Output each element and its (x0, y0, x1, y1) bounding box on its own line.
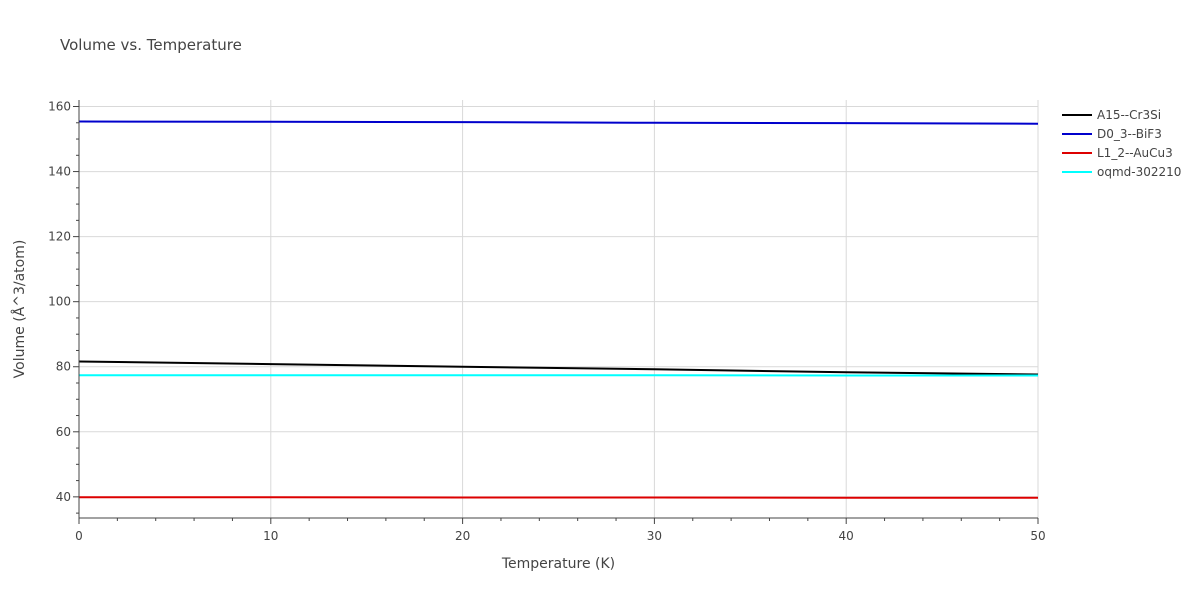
x-tick-label: 40 (839, 529, 854, 543)
legend-item[interactable]: L1_2--AuCu3 (1062, 146, 1173, 160)
y-tick-label: 160 (48, 100, 71, 114)
legend-label: A15--Cr3Si (1097, 108, 1161, 122)
x-tick-label: 50 (1030, 529, 1045, 543)
y-tick-label: 120 (48, 230, 71, 244)
chart-title: Volume vs. Temperature (60, 36, 242, 54)
series-line-1 (78, 120, 1039, 125)
legend[interactable]: A15--Cr3Si D0_3--BiF3 L1_2--AuCu3 oqmd-3022… (1062, 108, 1181, 179)
axes (73, 100, 1039, 524)
x-tick-label: 30 (647, 529, 662, 543)
legend-label: oqmd-302210 (1097, 165, 1181, 179)
series-line-2 (79, 496, 1038, 499)
tick-labels: 0 10 20 30 40 50 40 60 80 100 120 140 160 (48, 100, 1046, 543)
series-line-0 (78, 360, 1039, 376)
x-tick-label: 0 (75, 529, 83, 543)
y-tick-label: 80 (56, 360, 71, 374)
y-tick-label: 100 (48, 295, 71, 309)
grid (79, 100, 1039, 518)
legend-item[interactable]: D0_3--BiF3 (1062, 127, 1162, 141)
legend-label: D0_3--BiF3 (1097, 127, 1162, 141)
y-tick-label: 140 (48, 165, 71, 179)
y-axis-title: Volume (Å^3/atom) (11, 240, 28, 379)
legend-label: L1_2--AuCu3 (1097, 146, 1173, 160)
plot-area (78, 120, 1039, 499)
legend-item[interactable]: oqmd-302210 (1062, 165, 1181, 179)
x-tick-label: 10 (263, 529, 278, 543)
y-tick-label: 60 (56, 425, 71, 439)
x-tick-label: 20 (455, 529, 470, 543)
y-tick-label: 40 (56, 490, 71, 504)
legend-item[interactable]: A15--Cr3Si (1062, 108, 1161, 122)
x-axis-title: Temperature (K) (501, 556, 615, 572)
